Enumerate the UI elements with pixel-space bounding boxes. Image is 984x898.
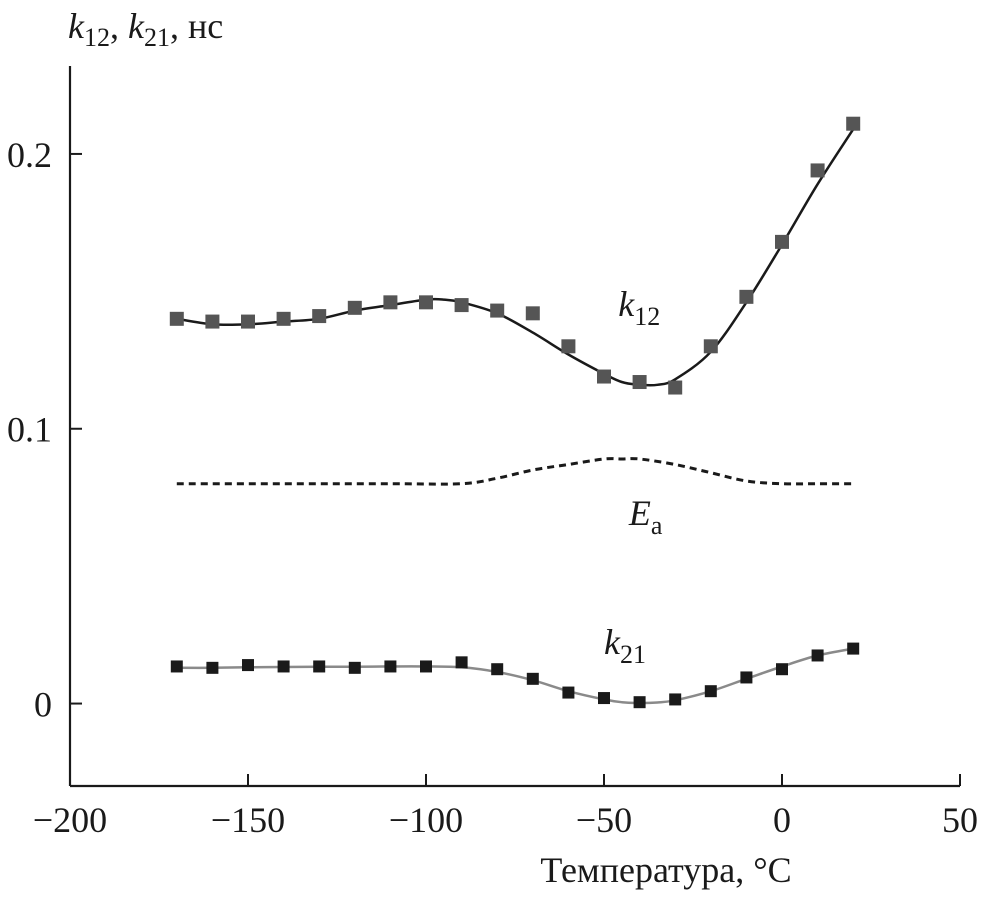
x-tick-label: −200 bbox=[33, 800, 107, 840]
y-axis-title: k12, k21, нс bbox=[68, 6, 223, 52]
data-point bbox=[276, 311, 291, 326]
series-Ea: Ea bbox=[176, 457, 854, 540]
x-tick-label: −150 bbox=[211, 800, 285, 840]
data-point bbox=[669, 693, 682, 706]
y-title-sep: , bbox=[110, 6, 128, 46]
series-k21: k21 bbox=[170, 622, 860, 709]
data-point bbox=[454, 298, 469, 313]
series-label-sub: 21 bbox=[620, 640, 646, 669]
data-point bbox=[347, 300, 362, 315]
series-k12-fit-line bbox=[176, 128, 855, 387]
data-point bbox=[384, 660, 397, 673]
data-point bbox=[242, 659, 254, 672]
data-point bbox=[810, 163, 825, 178]
data-point bbox=[561, 339, 576, 354]
y-title-sub1: 12 bbox=[84, 23, 110, 52]
series-k21-fit-line bbox=[176, 647, 854, 705]
data-point bbox=[277, 660, 290, 673]
y-tick-label: 0 bbox=[34, 685, 52, 725]
data-point bbox=[703, 339, 718, 354]
data-point bbox=[205, 314, 220, 329]
data-point bbox=[206, 661, 219, 674]
data-point bbox=[704, 685, 717, 698]
series-k12: k12 bbox=[169, 116, 861, 395]
data-point bbox=[776, 663, 788, 676]
data-point bbox=[811, 649, 824, 662]
data-point bbox=[562, 686, 575, 699]
data-point bbox=[383, 295, 398, 310]
data-point bbox=[419, 295, 433, 310]
x-tick-label: 50 bbox=[942, 800, 978, 840]
series-label-main: k bbox=[618, 284, 635, 324]
series-label-k12: k12 bbox=[618, 284, 660, 331]
data-point bbox=[313, 660, 326, 673]
x-tick-label: −100 bbox=[389, 800, 463, 840]
y-title-unit: , нс bbox=[170, 6, 223, 46]
series-label-Ea: Ea bbox=[628, 493, 663, 540]
data-point bbox=[598, 692, 610, 705]
data-point bbox=[739, 289, 754, 304]
x-tick-label: −50 bbox=[576, 800, 632, 840]
data-point bbox=[632, 375, 647, 390]
data-point bbox=[170, 660, 183, 673]
y-title-k1: k bbox=[68, 6, 85, 46]
series-Ea-line bbox=[176, 457, 854, 486]
data-point bbox=[241, 314, 255, 329]
y-tick-label: 0.1 bbox=[7, 410, 52, 450]
data-point bbox=[846, 116, 861, 131]
series-label-main: k bbox=[604, 622, 621, 662]
y-tick-label: 0.2 bbox=[7, 135, 52, 175]
data-point bbox=[348, 661, 361, 674]
data-point bbox=[169, 311, 184, 326]
series-label-sub: a bbox=[651, 511, 663, 540]
data-point bbox=[740, 671, 753, 684]
data-point bbox=[775, 234, 789, 249]
data-point bbox=[455, 656, 468, 669]
series-label-main: E bbox=[628, 493, 651, 533]
data-point bbox=[525, 306, 540, 321]
data-point bbox=[526, 672, 539, 685]
data-point bbox=[668, 380, 683, 395]
data-point bbox=[491, 663, 504, 676]
x-tick-label: 0 bbox=[773, 800, 791, 840]
y-title-k2: k bbox=[128, 6, 145, 46]
series-label-k21: k21 bbox=[604, 622, 646, 669]
data-point bbox=[633, 696, 646, 709]
data-point bbox=[847, 642, 860, 655]
data-point bbox=[490, 303, 505, 318]
series-label-sub: 12 bbox=[634, 302, 660, 331]
data-point bbox=[420, 660, 432, 673]
axes: −200 −150 −100 −50 0 50 0 0.1 0.2 bbox=[7, 66, 978, 840]
data-point bbox=[597, 369, 611, 384]
data-point bbox=[312, 309, 327, 324]
x-axis-title: Температура, °C bbox=[540, 850, 791, 890]
y-title-sub2: 21 bbox=[144, 23, 170, 52]
